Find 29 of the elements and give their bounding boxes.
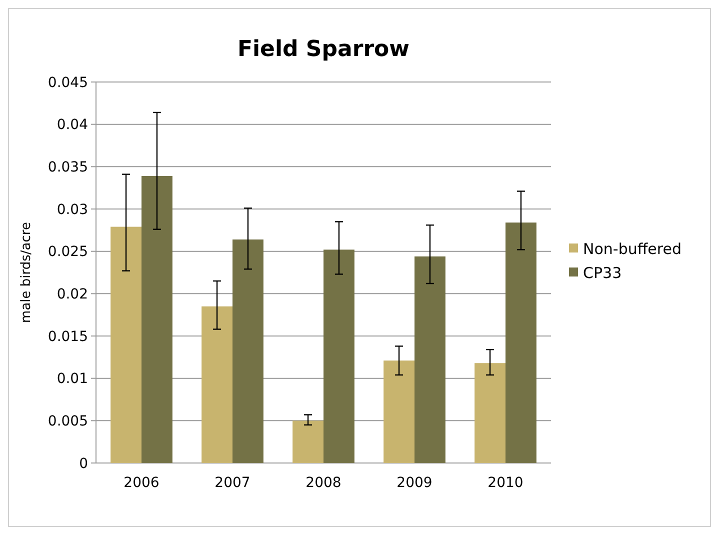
y-axis-title: male birds/acre xyxy=(19,222,34,323)
y-tick-label: 0.015 xyxy=(48,328,88,345)
x-tick-label: 2007 xyxy=(214,475,250,491)
y-tick-label: 0.02 xyxy=(56,286,88,303)
y-tick-label: 0.025 xyxy=(48,244,88,260)
legend-label: Non-buffered xyxy=(583,240,682,258)
x-tick-label: 2010 xyxy=(488,475,524,491)
bar xyxy=(384,360,414,463)
y-tick-label: 0.035 xyxy=(48,160,88,176)
bar xyxy=(474,363,506,463)
x-tick-label: 2008 xyxy=(306,475,342,491)
y-tick-label: 0.03 xyxy=(56,202,88,218)
bar xyxy=(142,176,172,463)
bar xyxy=(324,250,354,463)
bar xyxy=(506,222,536,463)
bar xyxy=(232,239,264,463)
bar xyxy=(202,306,232,463)
y-tick-label: 0.04 xyxy=(56,117,88,134)
y-tick-label: 0.045 xyxy=(48,74,88,91)
chart-title: Field Sparrow xyxy=(237,37,410,62)
y-tick-label: 0.01 xyxy=(56,371,88,388)
x-tick-label: 2009 xyxy=(396,475,432,491)
legend-label: CP33 xyxy=(583,264,622,282)
x-tick-label: 2006 xyxy=(124,475,160,491)
y-tick-label: 0 xyxy=(79,456,88,472)
bar xyxy=(414,256,446,463)
y-tick-label: 0.005 xyxy=(48,414,88,430)
bar xyxy=(110,226,142,463)
bar xyxy=(292,420,324,463)
